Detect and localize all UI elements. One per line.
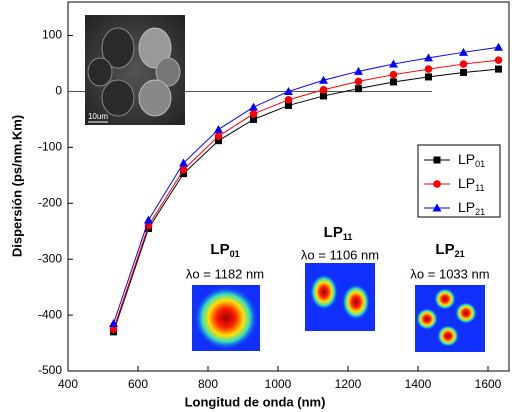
y-tick-label: -400	[38, 307, 62, 321]
marker	[284, 86, 293, 95]
legend-marker	[433, 180, 441, 188]
marker	[354, 66, 363, 75]
marker	[459, 60, 468, 68]
marker	[179, 165, 188, 174]
x-tick-label: 1400	[405, 377, 432, 391]
legend-marker	[433, 156, 441, 164]
x-tick-label: 1600	[475, 377, 502, 391]
marker	[390, 78, 397, 86]
mode-title: LP11	[324, 224, 353, 242]
x-tick-label: 600	[128, 377, 148, 391]
marker	[144, 215, 153, 224]
legend	[417, 144, 501, 218]
marker	[249, 110, 258, 118]
marker	[494, 42, 503, 51]
marker	[319, 85, 328, 94]
legend-label: LP21	[458, 199, 485, 218]
marker	[214, 132, 223, 140]
mode-image	[415, 285, 485, 352]
x-tick-label: 1000	[265, 377, 292, 391]
marker	[285, 101, 292, 109]
series-line	[113, 46, 499, 324]
marker	[355, 85, 362, 93]
legend-name: LP	[458, 175, 475, 191]
mode-title: LP01	[210, 241, 239, 259]
y-axis-label: Dispersión (ps/nm.Km)	[9, 115, 24, 257]
series-line	[113, 68, 499, 333]
sem-inset: 10um	[85, 15, 185, 125]
legend-sub: 21	[475, 207, 485, 217]
marker	[459, 47, 468, 56]
marker	[215, 137, 222, 145]
legend-label: LP01	[458, 151, 485, 170]
marker	[214, 124, 223, 133]
x-tick-label: 800	[198, 377, 218, 391]
marker	[319, 75, 328, 84]
x-axis-label: Longitud de onda (nm)	[185, 394, 326, 409]
marker	[354, 77, 363, 86]
plot-frame	[67, 1, 510, 372]
marker	[109, 318, 118, 327]
marker	[389, 70, 398, 79]
marker	[460, 68, 467, 76]
legend-sub: 11	[475, 183, 484, 193]
marker	[249, 102, 258, 111]
marker	[495, 65, 502, 73]
marker	[425, 73, 432, 81]
mode-image	[305, 263, 375, 331]
x-tick-label: 400	[58, 377, 78, 391]
y-tick-label: -100	[38, 140, 62, 154]
y-tick-label: -200	[38, 195, 62, 209]
mode-wavelength: λo = 1106 nm	[301, 247, 379, 262]
x-tick-label: 1200	[335, 377, 362, 391]
legend-sub: 01	[475, 159, 485, 169]
series-line	[113, 59, 499, 330]
y-tick-label: 100	[42, 28, 62, 42]
y-tick-label: 0	[55, 84, 62, 98]
legend-label: LP11	[458, 175, 484, 194]
marker	[180, 170, 187, 178]
marker	[320, 92, 327, 100]
mode-wavelength: λo = 1182 nm	[186, 266, 264, 281]
marker	[389, 59, 398, 68]
legend-name: LP	[458, 199, 475, 215]
marker	[424, 53, 433, 62]
y-tick-label: -500	[38, 363, 62, 377]
mode-image	[192, 285, 260, 351]
y-tick-label: -300	[38, 251, 62, 265]
marker	[494, 56, 503, 64]
marker	[250, 115, 257, 123]
mode-wavelength: λo = 1033 nm	[410, 266, 489, 281]
marker	[144, 221, 153, 230]
scale-label: 10um	[88, 112, 108, 121]
marker	[424, 65, 433, 73]
legend-name: LP	[458, 151, 475, 167]
marker	[284, 96, 293, 104]
marker	[109, 325, 118, 333]
legend-marker	[432, 203, 442, 212]
marker	[179, 158, 188, 167]
mode-title: LP21	[435, 241, 464, 259]
